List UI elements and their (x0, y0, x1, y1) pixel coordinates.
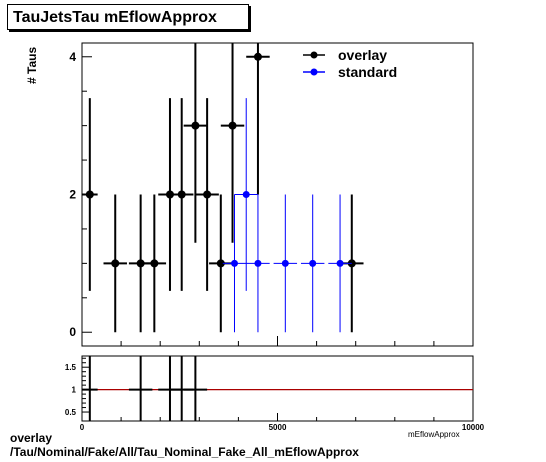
overlay-point (220, 43, 245, 243)
marker (254, 259, 262, 267)
marker (228, 121, 237, 130)
marker (203, 190, 212, 199)
x-tick-label: 5000 (269, 423, 287, 432)
ratio-point (169, 356, 194, 421)
marker (177, 190, 186, 199)
chart-title: TauJetsTau mEflowApprox (7, 4, 249, 30)
y-tick-label: 0 (69, 325, 76, 339)
marker (111, 259, 120, 268)
marker (136, 259, 145, 268)
ratio-y-tick-label: 1.5 (65, 363, 77, 372)
marker (336, 259, 344, 267)
ratio-y-tick-label: 1 (72, 386, 77, 395)
marker (309, 259, 317, 267)
legend-standard-marker (310, 68, 318, 76)
marker (230, 259, 238, 267)
footer-line-2: /Tau/Nominal/Fake/All/Tau_Nominal_Fake_A… (10, 445, 359, 459)
main-plot-area (82, 43, 364, 333)
legend-overlay-label: overlay (338, 47, 387, 63)
ratio-point (128, 356, 153, 421)
ratio-x-axis: 0 5000 10000 (80, 336, 485, 432)
standard-point (300, 194, 325, 333)
x-tick-label: 10000 (462, 423, 485, 432)
overlay-point (195, 98, 219, 291)
marker (191, 121, 200, 130)
overlay-point (142, 194, 167, 333)
y-tick-label: 4 (69, 50, 76, 64)
marker (242, 191, 250, 198)
footer-line-1: overlay (10, 431, 53, 445)
x-axis-label: mEflowApprox (408, 430, 460, 439)
standard-point (273, 194, 298, 333)
ratio-y-tick-label: 0.5 (65, 408, 77, 417)
main-y-axis: 0 2 4 (69, 50, 92, 339)
legend-overlay-marker (310, 51, 318, 59)
x-tick-label: 0 (80, 423, 85, 432)
overlay-point (246, 43, 270, 195)
marker (253, 52, 262, 61)
overlay-point (169, 98, 194, 291)
overlay-point (183, 43, 208, 243)
overlay-point (82, 98, 98, 291)
ratio-y-axis: 0.5 1 1.5 (65, 357, 90, 417)
overlay-point (103, 194, 127, 333)
y-axis-label: # Taus (25, 47, 39, 84)
legend: overlay standard (303, 47, 397, 80)
marker (85, 190, 94, 199)
ratio-point (183, 356, 208, 421)
legend-standard-label: standard (338, 64, 397, 80)
marker (216, 259, 225, 268)
standard-point (328, 194, 352, 333)
ratio-point (82, 356, 98, 421)
marker (281, 259, 289, 267)
ratio-point (158, 356, 182, 421)
standard-point (222, 194, 247, 333)
standard-point (234, 98, 258, 291)
ratio-plot-area (82, 356, 473, 421)
y-tick-label: 2 (69, 188, 76, 202)
marker (150, 259, 159, 268)
footer: overlay /Tau/Nominal/Fake/All/Tau_Nomina… (10, 431, 359, 459)
standard-point (246, 194, 270, 333)
